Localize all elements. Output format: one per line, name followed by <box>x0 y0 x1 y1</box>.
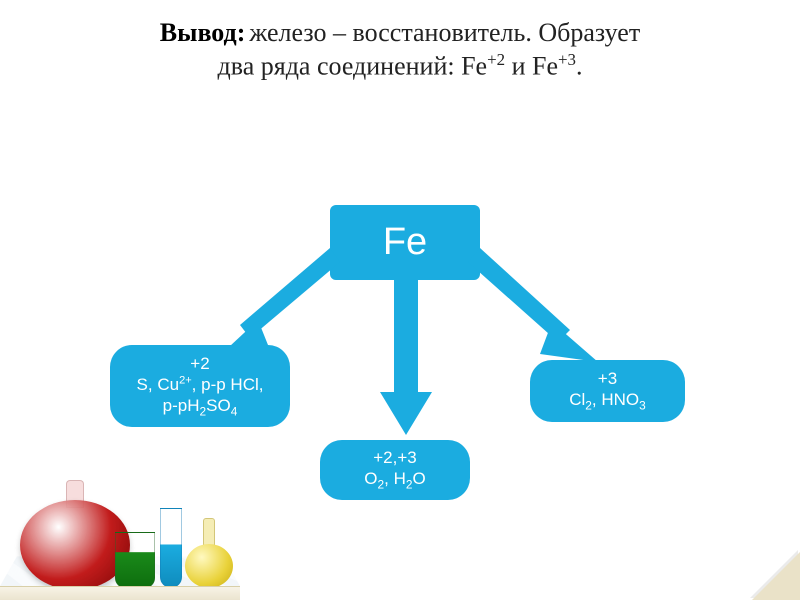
node-plus2-line1: +2 <box>190 353 209 374</box>
footer-whitebox <box>610 560 770 586</box>
title-line2: два ряда соединений: Fe+2 и Fe+3. <box>40 50 760 82</box>
node-plus3-line2: Cl2, HNO3 <box>569 389 646 413</box>
node-plus23-line2: O2, H2O <box>364 468 425 492</box>
title-line1: Вывод: железо – восстановитель. Образует <box>40 18 760 48</box>
lab-glassware <box>0 440 240 600</box>
node-plus3-line1: +3 <box>598 368 617 389</box>
arrow-right <box>468 248 598 362</box>
arrow-left <box>215 248 340 360</box>
node-plus2: +2 S, Cu2+, р-р HCl, р-рH2SO4 <box>110 345 290 427</box>
arrow-down <box>380 280 432 435</box>
node-plus23-line1: +2,+3 <box>373 447 417 468</box>
title-part1: железо – восстановитель. Образует <box>249 18 640 47</box>
node-plus2-line3: р-рH2SO4 <box>163 395 238 419</box>
red-flask <box>20 480 130 590</box>
title-lead: Вывод: <box>160 18 246 47</box>
shelf <box>0 586 240 600</box>
node-plus2-line2: S, Cu2+, р-р HCl, <box>137 374 264 395</box>
node-plus23: +2,+3 O2, H2O <box>320 440 470 500</box>
slide: Вывод: железо – восстановитель. Образует… <box>0 0 800 600</box>
node-plus3: +3 Cl2, HNO3 <box>530 360 685 422</box>
title-block: Вывод: железо – восстановитель. Образует… <box>0 0 800 82</box>
blue-tube <box>160 508 182 588</box>
yellow-flask <box>185 518 233 588</box>
page-curl <box>752 552 800 600</box>
green-beaker <box>115 532 155 588</box>
